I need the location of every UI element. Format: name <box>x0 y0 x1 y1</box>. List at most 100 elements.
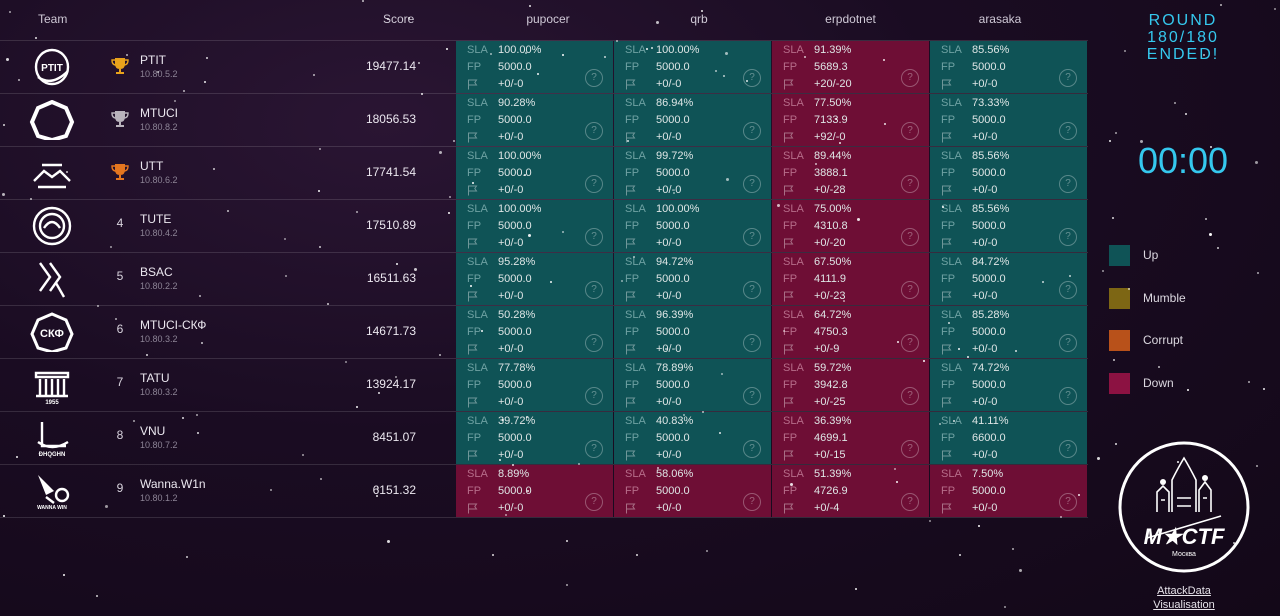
help-icon[interactable]: ? <box>585 334 603 352</box>
service-cell-arasaka[interactable]: SLA 85.56% FP 5000.0 +0/-0 ? <box>930 41 1087 93</box>
team-score: 8451.07 <box>372 430 416 444</box>
service-cell-pupocer[interactable]: SLA 100.00% FP 5000.0 +0/-0 ? <box>456 41 613 93</box>
help-icon[interactable]: ? <box>901 493 919 511</box>
sla-label: SLA <box>783 362 804 374</box>
help-icon[interactable]: ? <box>585 493 603 511</box>
help-icon[interactable]: ? <box>1059 387 1077 405</box>
attack-link-line1[interactable]: AttackData <box>1157 585 1211 597</box>
help-icon[interactable]: ? <box>901 122 919 140</box>
service-cell-erpdotnet[interactable]: SLA 67.50% FP 4111.9 +0/-23 ? <box>772 253 929 305</box>
help-icon[interactable]: ? <box>743 493 761 511</box>
service-cell-pupocer[interactable]: SLA 90.28% FP 5000.0 +0/-0 ? <box>456 94 613 146</box>
service-cell-erpdotnet[interactable]: SLA 89.44% FP 3888.1 +0/-28 ? <box>772 147 929 199</box>
help-icon[interactable]: ? <box>585 281 603 299</box>
service-cell-pupocer[interactable]: SLA 39.72% FP 5000.0 +0/-0 ? <box>456 412 613 464</box>
help-icon[interactable]: ? <box>901 334 919 352</box>
help-icon[interactable]: ? <box>585 122 603 140</box>
help-icon[interactable]: ? <box>901 387 919 405</box>
help-icon[interactable]: ? <box>1059 493 1077 511</box>
service-cell-arasaka[interactable]: SLA 85.56% FP 5000.0 +0/-0 ? <box>930 200 1087 252</box>
attack-link-line2[interactable]: Visualisation <box>1153 599 1215 611</box>
service-cell-arasaka[interactable]: SLA 85.56% FP 5000.0 +0/-0 ? <box>930 147 1087 199</box>
help-icon[interactable]: ? <box>585 69 603 87</box>
help-icon[interactable]: ? <box>743 175 761 193</box>
help-icon[interactable]: ? <box>901 281 919 299</box>
service-cell-arasaka[interactable]: SLA 7.50% FP 5000.0 +0/-0 ? <box>930 465 1087 517</box>
service-cell-arasaka[interactable]: SLA 85.28% FP 5000.0 +0/-0 ? <box>930 306 1087 358</box>
service-cell-pupocer[interactable]: SLA 100.00% FP 5000.0 +0/-0 ? <box>456 147 613 199</box>
service-cell-erpdotnet[interactable]: SLA 77.50% FP 7133.9 +92/-0 ? <box>772 94 929 146</box>
flag-icon <box>942 132 952 143</box>
sla-value: 96.39% <box>656 309 694 321</box>
service-cell-arasaka[interactable]: SLA 41.11% FP 6600.0 +0/-0 ? <box>930 412 1087 464</box>
team-row: UTT 10.80.6.2 17741.54 SLA 100.00% FP 5000… <box>0 147 1088 200</box>
team-name: TATU <box>140 371 170 385</box>
help-icon[interactable]: ? <box>743 440 761 458</box>
service-cell-qrb[interactable]: SLA 99.72% FP 5000.0 +0/-0 ? <box>614 147 771 199</box>
help-icon[interactable]: ? <box>901 228 919 246</box>
service-cell-pupocer[interactable]: SLA 77.78% FP 5000.0 +0/-0 ? <box>456 359 613 411</box>
help-icon[interactable]: ? <box>743 69 761 87</box>
sla-label: SLA <box>941 309 962 321</box>
help-icon[interactable]: ? <box>1059 228 1077 246</box>
service-cell-erpdotnet[interactable]: SLA 64.72% FP 4750.3 +0/-9 ? <box>772 306 929 358</box>
fp-label: FP <box>625 220 640 232</box>
help-icon[interactable]: ? <box>1059 69 1077 87</box>
help-icon[interactable]: ? <box>743 281 761 299</box>
sla-label: SLA <box>941 256 962 268</box>
service-cell-qrb[interactable]: SLA 40.83% FP 5000.0 +0/-0 ? <box>614 412 771 464</box>
service-cell-erpdotnet[interactable]: SLA 75.00% FP 4310.8 +0/-20 ? <box>772 200 929 252</box>
service-cell-pupocer[interactable]: SLA 100.00% FP 5000.0 +0/-0 ? <box>456 200 613 252</box>
sla-value: 7.50% <box>972 468 1004 480</box>
help-icon[interactable]: ? <box>1059 175 1077 193</box>
service-cell-qrb[interactable]: SLA 96.39% FP 5000.0 +0/-0 ? <box>614 306 771 358</box>
service-cell-arasaka[interactable]: SLA 84.72% FP 5000.0 +0/-0 ? <box>930 253 1087 305</box>
service-cell-arasaka[interactable]: SLA 74.72% FP 5000.0 +0/-0 ? <box>930 359 1087 411</box>
help-icon[interactable]: ? <box>901 440 919 458</box>
service-cell-qrb[interactable]: SLA 78.89% FP 5000.0 +0/-0 ? <box>614 359 771 411</box>
service-cell-qrb[interactable]: SLA 86.94% FP 5000.0 +0/-0 ? <box>614 94 771 146</box>
help-icon[interactable]: ? <box>1059 281 1077 299</box>
service-cell-erpdotnet[interactable]: SLA 91.39% FP 5689.3 +20/-20 ? <box>772 41 929 93</box>
flag-icon <box>626 397 636 408</box>
team-name: VNU <box>140 424 166 438</box>
service-cell-erpdotnet[interactable]: SLA 36.39% FP 4699.1 +0/-15 ? <box>772 412 929 464</box>
service-cell-qrb[interactable]: SLA 94.72% FP 5000.0 +0/-0 ? <box>614 253 771 305</box>
service-cell-pupocer[interactable]: SLA 95.28% FP 5000.0 +0/-0 ? <box>456 253 613 305</box>
flag-icon <box>468 291 478 302</box>
help-icon[interactable]: ? <box>743 122 761 140</box>
service-cell-pupocer[interactable]: SLA 50.28% FP 5000.0 +0/-0 ? <box>456 306 613 358</box>
star <box>1012 548 1014 550</box>
team-ip: 10.80.6.2 <box>140 175 178 185</box>
help-icon[interactable]: ? <box>1059 334 1077 352</box>
service-cell-pupocer[interactable]: SLA 8.89% FP 5000.0 +0/-0 ? <box>456 465 613 517</box>
help-icon[interactable]: ? <box>1059 122 1077 140</box>
fp-value: 5000.0 <box>498 273 532 285</box>
service-cell-erpdotnet[interactable]: SLA 51.39% FP 4726.9 +0/-4 ? <box>772 465 929 517</box>
star <box>1115 132 1117 134</box>
service-cell-qrb[interactable]: SLA 100.00% FP 5000.0 +0/-0 ? <box>614 200 771 252</box>
attack-data-visualisation-link[interactable]: AttackData Visualisation <box>1136 584 1232 612</box>
sla-value: 85.56% <box>972 150 1010 162</box>
help-icon[interactable]: ? <box>743 228 761 246</box>
help-icon[interactable]: ? <box>901 175 919 193</box>
service-cell-qrb[interactable]: SLA 58.06% FP 5000.0 +0/-0 ? <box>614 465 771 517</box>
flags-value: +0/-4 <box>814 502 840 514</box>
service-cell-arasaka[interactable]: SLA 73.33% FP 5000.0 +0/-0 ? <box>930 94 1087 146</box>
service-cell-erpdotnet[interactable]: SLA 59.72% FP 3942.8 +0/-25 ? <box>772 359 929 411</box>
help-icon[interactable]: ? <box>901 69 919 87</box>
team-score: 16511.63 <box>366 271 416 285</box>
header-score[interactable]: Score <box>383 12 415 26</box>
help-icon[interactable]: ? <box>1059 440 1077 458</box>
flag-icon <box>784 291 794 302</box>
help-icon[interactable]: ? <box>743 334 761 352</box>
flags-value: +0/-0 <box>656 396 682 408</box>
service-cell-qrb[interactable]: SLA 100.00% FP 5000.0 +0/-0 ? <box>614 41 771 93</box>
help-icon[interactable]: ? <box>585 175 603 193</box>
help-icon[interactable]: ? <box>743 387 761 405</box>
help-icon[interactable]: ? <box>585 440 603 458</box>
help-icon[interactable]: ? <box>585 387 603 405</box>
help-icon[interactable]: ? <box>585 228 603 246</box>
sla-value: 99.72% <box>656 150 694 162</box>
star <box>855 588 857 590</box>
